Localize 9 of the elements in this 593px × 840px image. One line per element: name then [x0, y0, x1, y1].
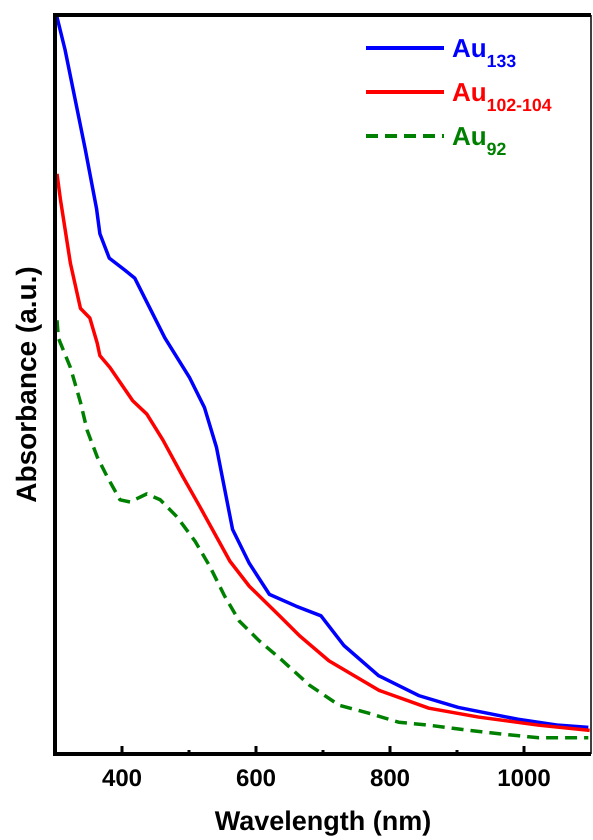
x-axis-title: Wavelength (nm): [214, 806, 432, 836]
x-tick-label: 1000: [497, 765, 551, 792]
y-axis-title: Absorbance (a.u.): [11, 266, 42, 503]
legend-label: Au$_{92}$: [452, 121, 506, 159]
legend-label: Au$_{102-104}$: [452, 77, 552, 115]
x-tick-label: 600: [236, 765, 276, 792]
legend-label: Au$_{133}$: [452, 33, 516, 71]
x-tick-label: 400: [102, 765, 142, 792]
x-tick-label: 800: [370, 765, 410, 792]
